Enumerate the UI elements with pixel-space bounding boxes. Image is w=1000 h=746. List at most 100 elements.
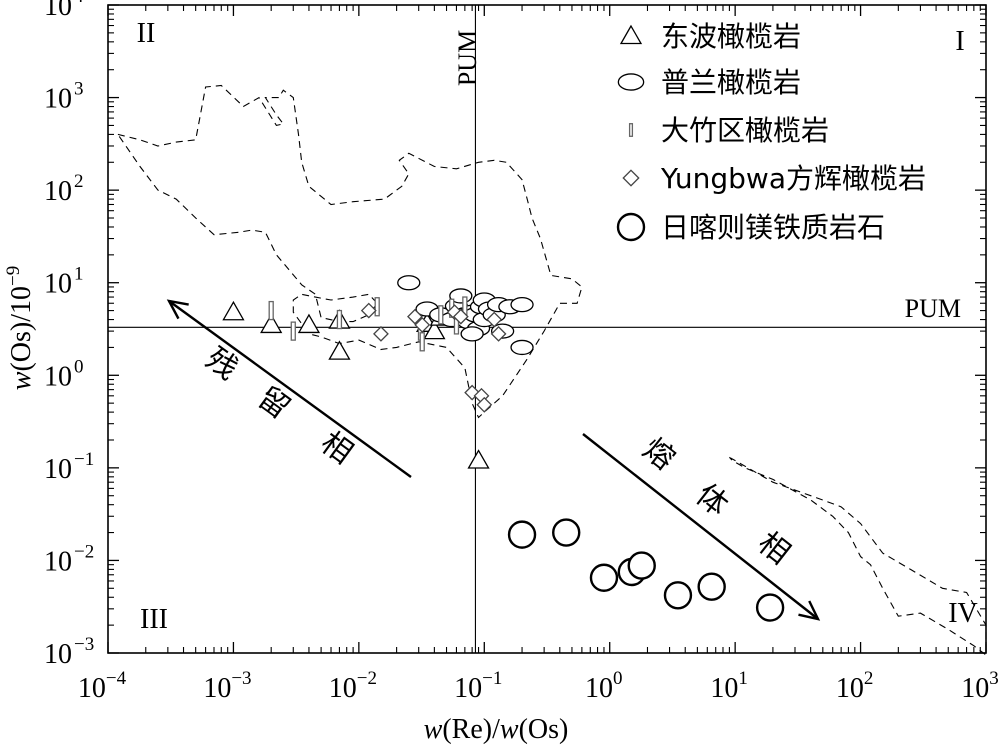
- legend-label: 大竹区橄榄岩: [661, 114, 829, 147]
- legend-item: 东波橄榄岩: [619, 20, 801, 53]
- y-tick-exp: −3: [74, 634, 94, 655]
- melt-label-char: 熔: [636, 431, 681, 477]
- quadrant-label: III: [140, 604, 168, 635]
- point-diamond: [414, 317, 431, 333]
- x-tick-exp: −3: [231, 668, 251, 689]
- y-tick-label: 10 3: [44, 79, 84, 115]
- axis-ticks: [107, 4, 987, 654]
- y-tick-exp: 1: [74, 264, 84, 285]
- series-circle: [507, 518, 785, 622]
- residual-label-char: 相: [314, 425, 359, 471]
- x-axis-label-mid: (Re)/: [442, 714, 500, 745]
- y-tick-exp: −1: [74, 449, 94, 470]
- point-bar: [438, 305, 444, 325]
- y-tick-label: 10 −1: [44, 449, 94, 485]
- pum-horizontal-label: PUM: [905, 294, 961, 323]
- legend-label: Yungbwa方辉橄榄岩: [660, 162, 926, 195]
- point-circle: [697, 572, 726, 601]
- legend-item: Yungbwa方辉橄榄岩: [622, 162, 926, 195]
- x-tick-label: 10−1: [454, 668, 502, 704]
- x-tick-label: 10−2: [329, 668, 377, 704]
- x-tick-base: 10: [78, 673, 106, 704]
- series-diamond: [360, 302, 507, 413]
- point-diamond: [373, 325, 389, 342]
- y-tick-exp: 4: [74, 0, 84, 7]
- y-tick-label: 10 1: [44, 264, 84, 300]
- y-tick-base: 10: [44, 361, 72, 392]
- trend-arrows: 残留相 熔体相: [166, 299, 821, 621]
- y-tick-exp: 0: [74, 356, 84, 377]
- point-bar: [374, 297, 380, 317]
- x-tick-base: 10: [585, 673, 613, 704]
- point-bar: [268, 300, 274, 321]
- melt-arrow-head: [798, 600, 821, 621]
- y-tick-label: 10 −2: [44, 541, 94, 577]
- legend-marker-diamond: [622, 169, 640, 187]
- point-circle: [627, 551, 656, 580]
- x-tick-label: 102: [836, 668, 874, 704]
- point-ellipse: [510, 296, 534, 313]
- legend-label: 日喀则镁铁质岩石: [661, 211, 885, 244]
- residual-arrow-shaft: [168, 300, 412, 478]
- x-tick-exp: −1: [482, 668, 502, 689]
- x-tick-label: 103: [961, 668, 999, 704]
- y-axis-label-var: w: [6, 371, 37, 390]
- y-tick-label: 10 0: [44, 356, 84, 392]
- quadrant-label: IV: [948, 598, 978, 629]
- x-tick-label: 101: [710, 668, 748, 704]
- point-diamond: [490, 325, 507, 342]
- point-diamond: [407, 308, 423, 325]
- legend-marker-triangle: [619, 24, 643, 45]
- point-circle: [589, 563, 619, 592]
- x-tick-label: 100: [585, 668, 623, 704]
- x-tick-base: 10: [454, 673, 482, 704]
- x-tick-exp: 2: [864, 668, 874, 689]
- point-circle: [552, 518, 581, 547]
- data-points-layer: [222, 275, 785, 622]
- x-tick-exp: 1: [738, 668, 748, 689]
- y-tick-exp: 3: [74, 79, 84, 100]
- point-circle: [507, 520, 537, 549]
- point-diamond: [360, 302, 377, 319]
- point-triangle: [467, 449, 490, 469]
- y-tick-base: 10: [44, 546, 72, 577]
- x-tick-base: 10: [961, 673, 989, 704]
- y-tick-label: 104: [44, 0, 84, 22]
- point-circle: [755, 593, 785, 622]
- legend-marker-bar: [628, 123, 634, 137]
- mantle-field-outline: [117, 84, 583, 419]
- point-bar: [336, 309, 343, 330]
- quadrant-label: I: [955, 26, 964, 57]
- legend-marker-circle: [616, 212, 646, 242]
- y-axis-label-post: (Os)/10: [6, 286, 37, 372]
- melt-label-char: 体: [689, 477, 734, 523]
- y-axis-label: w(Os)/10−9: [3, 266, 37, 390]
- x-tick-exp: 0: [613, 668, 623, 689]
- legend-item: 日喀则镁铁质岩石: [616, 211, 885, 244]
- quadrant-label: II: [137, 18, 156, 49]
- y-axis-label-sup: −9: [3, 266, 24, 286]
- pum-vertical-label: PUM: [453, 30, 482, 86]
- x-axis-label-var1: w: [424, 714, 443, 745]
- x-tick-base: 10: [836, 673, 864, 704]
- y-tick-base: 10: [44, 269, 72, 300]
- x-axis-label-var2: w: [500, 714, 519, 745]
- y-tick-base: 10: [44, 454, 72, 485]
- axis-tick-labels: 10−4 10−3 10−2 10−1 100 101 102 10310−310−210−1…: [44, 0, 999, 704]
- legend-marker-ellipse: [617, 73, 645, 91]
- x-axis-label: w(Re)/w(Os): [424, 714, 569, 745]
- point-ellipse: [460, 326, 484, 342]
- point-bar: [419, 332, 425, 352]
- legend-item: 大竹区橄榄岩: [628, 114, 829, 147]
- point-triangle: [260, 313, 283, 334]
- melt-arrow-shaft: [582, 433, 819, 620]
- plot-frame: [107, 4, 987, 654]
- point-bar: [290, 321, 296, 341]
- x-tick-base: 10: [710, 673, 738, 704]
- point-diamond: [452, 308, 469, 325]
- y-tick-exp: −2: [74, 541, 94, 562]
- y-tick-base: 10: [44, 639, 72, 670]
